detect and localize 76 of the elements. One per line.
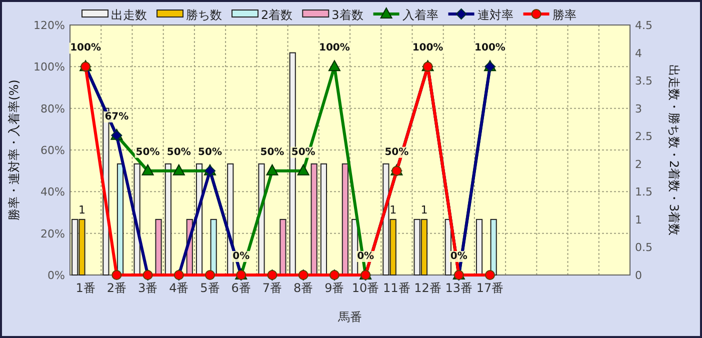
data-label: 50%	[291, 146, 316, 158]
y2-tick-label: 1	[635, 213, 642, 226]
x-tick-label: 1番	[76, 281, 96, 295]
x-tick-label: 6番	[231, 281, 251, 295]
data-label: 100%	[70, 42, 102, 54]
data-label: 1	[78, 203, 86, 216]
data-label: 50%	[166, 146, 191, 158]
bar	[320, 163, 328, 276]
x-tick-label: 7番	[262, 281, 282, 295]
bar	[490, 218, 497, 276]
data-label: 1	[390, 203, 397, 216]
data-label: 100%	[412, 42, 444, 54]
data-label: 50%	[260, 146, 284, 158]
data-label: 50%	[198, 146, 222, 158]
y2-tick-label: 3.5	[635, 74, 652, 88]
data-label: 67%	[104, 111, 129, 122]
x-tick-label: 12番	[414, 281, 442, 295]
y2-tick-label: 2	[635, 158, 642, 171]
y-axis-title: 勝率・連対率・入着率(%)	[7, 80, 21, 220]
y2-tick-label: 3	[635, 102, 642, 116]
bar	[116, 163, 124, 276]
legend-label: 勝ち数	[186, 8, 222, 22]
data-label: 0%	[357, 251, 374, 262]
point	[172, 164, 185, 176]
y-tick-label: 20%	[40, 227, 65, 240]
x-tick-label: 8番	[294, 281, 314, 295]
x-axis-title: 馬番	[337, 310, 362, 324]
y-tick-label: 0%	[48, 269, 65, 282]
data-label: 0%	[232, 251, 250, 262]
y2-tick-label: 0	[635, 269, 642, 282]
x-tick-label: 10番	[352, 281, 380, 295]
bar	[210, 218, 217, 276]
data-label: 1	[420, 203, 428, 216]
y2-tick-label: 1.5	[635, 186, 652, 199]
point	[297, 164, 310, 176]
y2-axis-title: 出走数・勝ち数・2着数・3着数	[667, 64, 681, 236]
data-label: 50%	[136, 146, 160, 158]
data-label: 0%	[450, 251, 468, 262]
bar	[476, 218, 483, 276]
legend-label: 勝率	[552, 8, 576, 22]
x-tick-label: 3番	[138, 281, 158, 295]
x-tick-label: 17番	[476, 281, 504, 295]
legend-label: 出走数	[111, 8, 147, 22]
y-tick-label: 80%	[40, 102, 65, 116]
x-tick-label: 2番	[106, 281, 126, 295]
point	[205, 270, 215, 280]
legend-label: 入着率	[402, 8, 438, 22]
data-label: 100%	[474, 42, 506, 54]
x-tick-label: 13番	[445, 281, 473, 295]
x-tick-label: 4番	[169, 281, 189, 295]
legend-label: 3着数	[332, 8, 364, 22]
y-tick-label: 100%	[34, 60, 65, 74]
bar	[310, 163, 318, 276]
data-label: 50%	[384, 146, 409, 158]
x-tick-label: 11番	[383, 281, 410, 295]
y2-tick-label: 2.5	[635, 130, 652, 144]
point	[266, 164, 278, 176]
y2-tick-label: 4	[635, 46, 642, 60]
bar	[280, 218, 286, 276]
legend-label: 2着数	[261, 8, 293, 22]
y-tick-label: 120%	[34, 19, 65, 32]
y-tick-label: 40%	[40, 186, 65, 199]
x-tick-label: 9番	[324, 281, 344, 295]
point	[328, 60, 340, 72]
y2-tick-label: 4.5	[635, 19, 652, 32]
x-tick-label: 5番	[200, 281, 220, 295]
point	[485, 270, 495, 280]
y2-tick-label: 0.5	[635, 241, 652, 254]
bar	[164, 163, 172, 276]
bar	[155, 218, 162, 276]
y-tick-label: 60%	[40, 144, 65, 157]
bar	[342, 163, 348, 276]
legend-label: 連対率	[477, 8, 514, 22]
point	[142, 164, 154, 176]
point	[112, 270, 122, 280]
data-label: 100%	[318, 42, 350, 54]
